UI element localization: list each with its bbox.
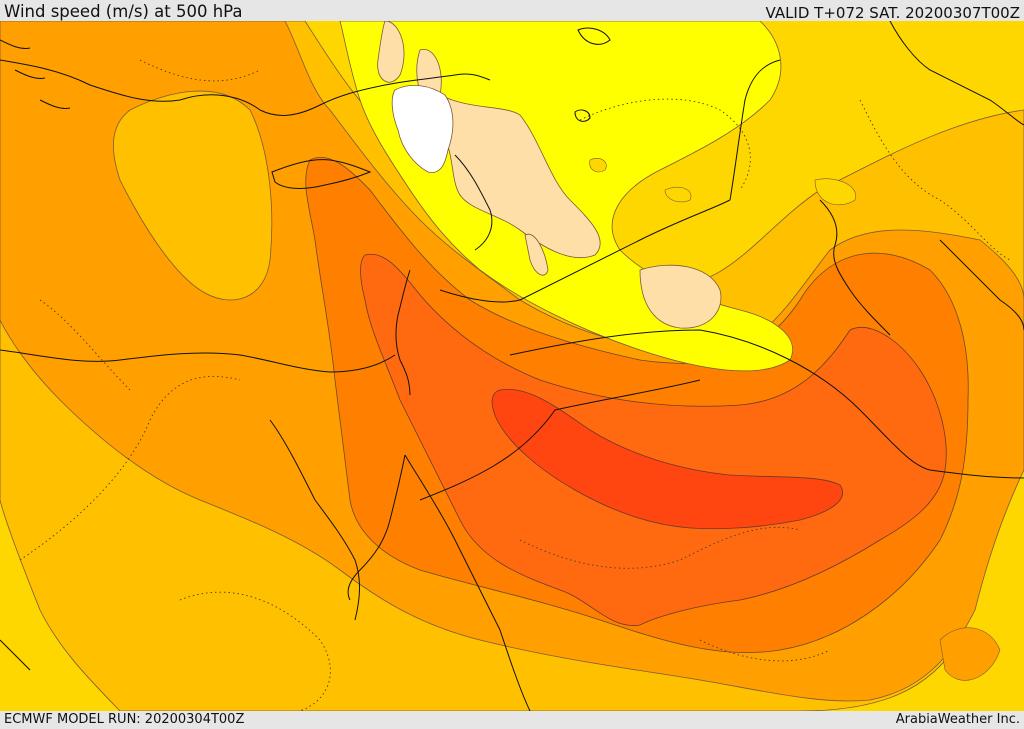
title-bar: Wind speed (m/s) at 500 hPa VALID T+072 … — [0, 0, 1024, 22]
band-red-orange — [360, 253, 947, 626]
coastline-gulf — [819, 199, 891, 336]
coastline-arabia-west — [404, 454, 531, 711]
band-amber-west — [113, 90, 273, 301]
valid-time: VALID T+072 SAT. 20200307T00Z — [765, 4, 1020, 22]
band-light-4 — [524, 233, 549, 276]
coastline-cyprus — [271, 159, 372, 189]
weather-map[interactable] — [0, 21, 1024, 711]
coastline-aegean — [0, 39, 71, 109]
map-title: Wind speed (m/s) at 500 hPa — [4, 2, 243, 21]
model-run: ECMWF MODEL RUN: 20200304T00Z — [4, 712, 245, 727]
coastline-turkey — [0, 59, 491, 116]
credit: ArabiaWeather Inc. — [895, 712, 1020, 727]
footer-bar: ECMWF MODEL RUN: 20200304T00Z ArabiaWeat… — [0, 711, 1024, 729]
boundaries — [0, 21, 1024, 711]
band-light-1 — [377, 21, 405, 83]
coastline-levant — [395, 269, 411, 396]
calm-patch — [391, 85, 454, 173]
border-line-2 — [509, 329, 1024, 479]
band-light-3 — [639, 264, 722, 329]
coastline-sinai — [269, 419, 360, 621]
border-line-5 — [454, 154, 493, 251]
small-lakes — [574, 27, 611, 122]
dotted-contours — [19, 59, 1011, 711]
coastline-east-africa — [0, 639, 31, 671]
border-line-3 — [439, 199, 731, 303]
border-line-1 — [419, 379, 701, 501]
coastline-caspian — [889, 21, 1024, 126]
wind-speed-field — [0, 21, 1024, 711]
border-line-4 — [729, 59, 781, 201]
coastline-iran-south — [939, 239, 1024, 331]
coastline-egypt-north — [0, 349, 396, 373]
coastline-red-sea-east — [347, 454, 406, 601]
band-core — [491, 388, 843, 530]
